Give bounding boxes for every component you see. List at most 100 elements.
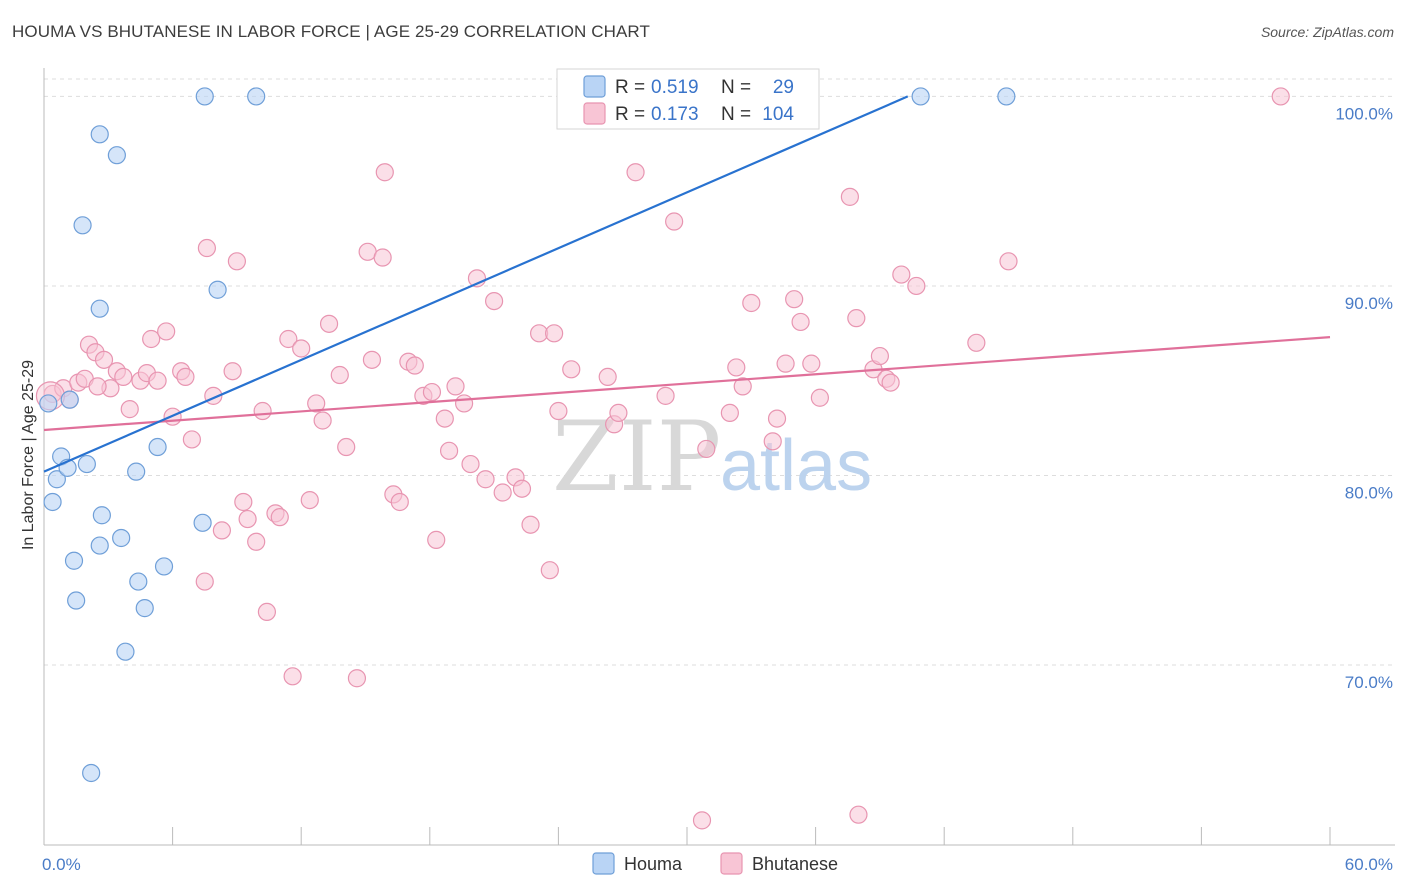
houma-point — [43, 492, 62, 512]
grid-layer — [44, 78, 1395, 666]
bhutanese-point — [785, 290, 804, 309]
bhutanese-point — [247, 532, 266, 551]
houma-point — [148, 437, 167, 457]
bhutanese-point — [182, 430, 201, 449]
bhutanese-trend-line — [43, 336, 1331, 432]
bhutanese-point — [810, 388, 829, 407]
bhutanese-point — [195, 572, 214, 591]
bhutanese-point — [120, 400, 139, 419]
bhutanese-point — [727, 358, 746, 377]
bhutanese-point — [405, 356, 424, 375]
houma-point — [195, 87, 214, 106]
bhutanese-point — [733, 377, 752, 396]
bhutanese-point — [257, 602, 277, 622]
houma-point — [90, 536, 109, 555]
bhutanese-point — [802, 354, 821, 373]
houma-point — [911, 87, 930, 106]
bhutanese-point — [157, 322, 176, 341]
y-axis-label: In Labor Force | Age 25-29 — [20, 360, 37, 550]
houma-point — [60, 390, 79, 409]
bhutanese-point — [493, 483, 512, 502]
houma-point — [92, 506, 111, 525]
bhutanese-point — [656, 386, 675, 405]
bhutanese-point — [485, 292, 504, 311]
bhutanese-point — [347, 669, 367, 688]
houma-points — [39, 87, 1016, 783]
watermark: ZIP atlas — [552, 401, 872, 513]
bhutanese-point — [114, 367, 133, 387]
bhutanese-point — [742, 293, 761, 313]
bhutanese-point — [562, 360, 581, 379]
bhutanese-point — [300, 490, 319, 510]
houma-point — [112, 528, 131, 548]
houma-point — [193, 513, 212, 532]
watermark-zip: ZIP — [552, 401, 721, 513]
y-tick-label: 80.0% — [1345, 483, 1393, 502]
houma-point — [39, 394, 58, 413]
bottom-legend-swatch-houma — [592, 852, 615, 875]
bhutanese-point — [142, 329, 161, 349]
bhutanese-point — [767, 409, 787, 428]
x-tick-label-max: 60.0% — [1345, 855, 1393, 874]
houma-point — [67, 591, 86, 610]
legend-houma-n: 29 — [773, 77, 794, 98]
bhutanese-point — [362, 350, 382, 369]
bhutanese-point — [148, 371, 167, 390]
bhutanese-point — [373, 248, 392, 267]
bhutanese-point — [609, 403, 628, 423]
bhutanese-point — [88, 377, 107, 396]
bhutanese-point — [337, 437, 356, 457]
houma-point — [107, 146, 126, 165]
bhutanese-point — [307, 394, 326, 413]
bhutanese-point — [223, 362, 242, 381]
legend-bhutanese-r: 0.173 — [651, 104, 699, 125]
y-tick-label: 70.0% — [1345, 673, 1393, 692]
legend-houma-r-label: R = — [615, 77, 645, 98]
bhutanese-point — [292, 339, 311, 358]
legend: R = 0.519 N = 29 R = 0.173 N = 104 — [556, 68, 820, 130]
bhutanese-point — [94, 350, 114, 369]
legend-houma-r: 0.519 — [651, 77, 699, 98]
bhutanese-point — [227, 252, 246, 271]
legend-bhutanese-n: 104 — [762, 104, 794, 125]
houma-point — [82, 763, 101, 783]
watermark-atlas: atlas — [720, 426, 872, 506]
houma-point — [208, 280, 227, 299]
bhutanese-point — [283, 667, 302, 686]
legend-swatch-houma — [583, 75, 606, 98]
bhutanese-points — [35, 87, 1290, 830]
legend-bhutanese-n-label: N = — [721, 104, 751, 125]
bottom-legend-swatch-bhutanese — [720, 852, 743, 875]
legend-houma-n-label: N = — [721, 77, 751, 98]
bhutanese-point — [439, 441, 459, 460]
y-tick-label: 100.0% — [1335, 104, 1393, 123]
bhutanese-point — [461, 454, 480, 474]
bhutanese-point — [253, 401, 272, 421]
bhutanese-point — [176, 367, 195, 387]
bhutanese-point — [626, 163, 645, 182]
chart-source: Source: ZipAtlas.com — [1260, 24, 1394, 40]
houma-point — [129, 572, 148, 591]
bhutanese-point — [1271, 87, 1290, 106]
x-tick-label-min: 0.0% — [42, 855, 81, 874]
bhutanese-point — [791, 312, 810, 332]
legend-swatch-bhutanese — [583, 102, 606, 125]
bhutanese-point — [665, 212, 684, 231]
bhutanese-point — [999, 252, 1018, 271]
bhutanese-point — [390, 492, 409, 512]
bhutanese-point — [330, 365, 349, 385]
houma-trend-line — [43, 95, 909, 473]
houma-point — [116, 642, 135, 661]
bhutanese-point — [454, 394, 474, 413]
bhutanese-point — [692, 811, 712, 830]
houma-point — [90, 125, 109, 144]
trend-lines — [43, 95, 1331, 473]
bottom-legend-houma: Houma — [624, 854, 683, 874]
bhutanese-point — [840, 187, 859, 206]
bhutanese-point — [319, 314, 339, 333]
chart-title: HOUMA VS BHUTANESE IN LABOR FORCE | AGE … — [12, 22, 650, 41]
houma-point — [154, 557, 174, 576]
bhutanese-point — [521, 515, 540, 534]
bhutanese-point — [545, 324, 564, 343]
bhutanese-point — [427, 530, 446, 549]
